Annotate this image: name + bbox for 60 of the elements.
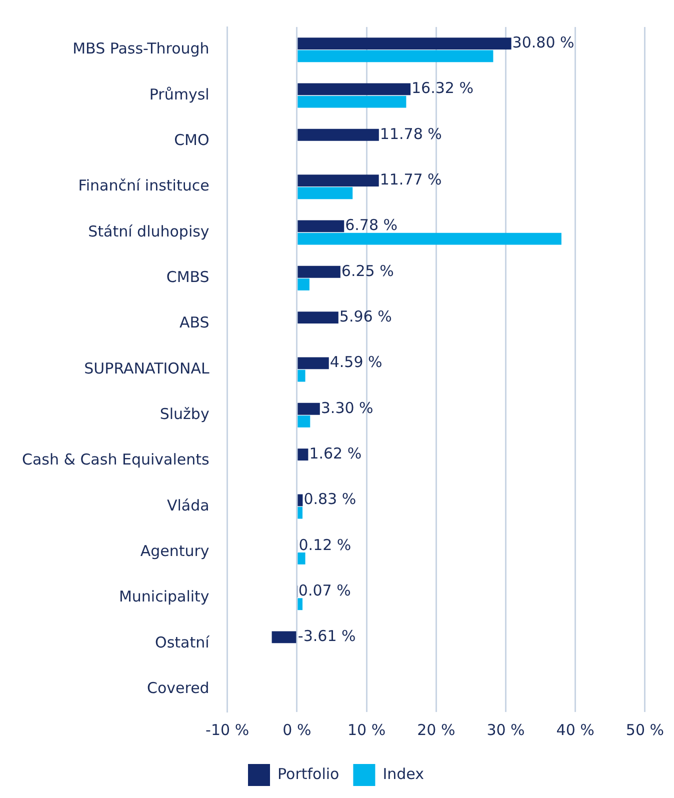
data-label: 11.78 %: [380, 124, 442, 143]
data-label: 16.32 %: [412, 79, 474, 98]
bar: [298, 38, 512, 50]
x-tick-label: 40 %: [556, 720, 594, 739]
data-label: 4.59 %: [330, 353, 382, 372]
bar: [298, 50, 494, 62]
y-tick-label: Vláda: [166, 496, 210, 514]
y-tick-label: Státní dluhopisy: [88, 222, 210, 240]
data-label: 0.12 %: [298, 536, 352, 554]
data-label: 0.07 %: [298, 581, 351, 600]
y-tick-label: Cash & Cash Equivalents: [22, 450, 210, 469]
bar: [298, 266, 340, 278]
data-label: 5.96 %: [339, 307, 392, 326]
y-tick-label: Municipality: [118, 588, 210, 606]
bar: [298, 370, 306, 382]
y-tick-label: CMBS: [166, 268, 210, 286]
data-label: 6.78 %: [345, 216, 398, 234]
bar: [298, 187, 353, 200]
bar: [298, 220, 344, 232]
bar: [298, 278, 310, 290]
bar: [298, 83, 411, 96]
x-tick-label: 10 %: [347, 720, 386, 739]
y-tick-label: SUPRANATIONAL: [84, 359, 210, 378]
y-tick-label: CMO: [174, 131, 210, 150]
data-label: 11.77 %: [380, 170, 442, 188]
data-label: -3.61 %: [298, 627, 356, 646]
y-tick-label: Průmysl: [149, 85, 210, 104]
bar: [298, 598, 302, 610]
x-tick-label: 30 %: [486, 720, 525, 739]
y-tick-label: Ostatní: [155, 633, 210, 652]
x-tick-label: 50 %: [626, 720, 664, 739]
data-label: 0.83 %: [304, 490, 356, 508]
x-tick-label: -10 %: [206, 720, 250, 739]
bar: [298, 402, 320, 415]
bar: [298, 232, 562, 245]
data-label: 1.62 %: [309, 444, 362, 462]
x-tick-label: 0 %: [282, 720, 312, 739]
y-tick-label: Služby: [160, 405, 210, 424]
legend-label: Index: [382, 764, 424, 783]
legend-label: Portfolio: [278, 764, 340, 783]
bar: [298, 552, 306, 564]
y-tick-label: Finanční instituce: [78, 176, 210, 195]
data-label: 3.30 %: [320, 398, 374, 417]
data-label: 30.80 %: [512, 33, 574, 52]
bar: [298, 506, 302, 519]
bar: [298, 312, 338, 324]
y-tick-label: Agentury: [140, 542, 210, 560]
bar: [298, 96, 406, 108]
bar: [298, 415, 310, 428]
bar: [298, 448, 308, 461]
bar: [298, 128, 379, 141]
y-tick-label: MBS Pass-Through: [72, 40, 210, 58]
bar: [298, 174, 379, 187]
y-tick-label: Covered: [146, 679, 210, 698]
x-tick-label: 20 %: [417, 720, 456, 739]
bar: [298, 357, 329, 370]
y-tick-label: ABS: [180, 314, 210, 332]
data-label: 6.25 %: [341, 262, 394, 280]
bar: [298, 494, 303, 506]
bar: [272, 631, 296, 644]
